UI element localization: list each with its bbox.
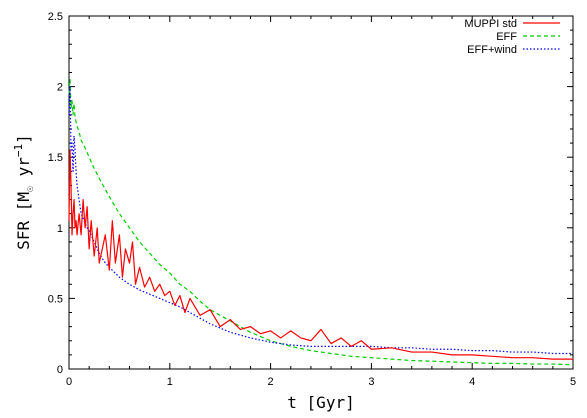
y-axis-label-sub: ☉ bbox=[25, 186, 36, 192]
x-tick-label: 1 bbox=[167, 376, 173, 388]
x-tick-label: 2 bbox=[268, 376, 274, 388]
x-tick-label: 0 bbox=[66, 376, 72, 388]
y-axis-label-main: SFR [M bbox=[14, 192, 33, 250]
x-tick-label: 4 bbox=[469, 376, 475, 388]
y-axis-label-tail: yr bbox=[14, 157, 33, 186]
series-line-eff-wind bbox=[68, 86, 573, 355]
x-tick-label: 5 bbox=[570, 376, 576, 388]
series-line-muppi-std bbox=[68, 149, 573, 360]
legend-label-muppi-std: MUPPI std bbox=[464, 18, 517, 30]
y-tick-label: 2 bbox=[57, 82, 63, 94]
legend: MUPPI std EFF EFF+wind bbox=[464, 18, 560, 56]
series-group bbox=[68, 78, 574, 366]
tick-group: 0 1 2 3 4 5 0 0.5 1 1.5 2 2.5 bbox=[48, 11, 576, 388]
plot-frame bbox=[68, 15, 574, 370]
y-tick-label: 1 bbox=[57, 223, 63, 235]
series-line-eff bbox=[68, 78, 574, 366]
legend-label-eff-wind: EFF+wind bbox=[467, 44, 517, 56]
y-tick-label: 0 bbox=[57, 364, 63, 376]
y-axis-label-close: ] bbox=[14, 134, 33, 144]
y-tick-label: 2.5 bbox=[48, 11, 63, 23]
x-axis-label: t [Gyr] bbox=[287, 393, 354, 412]
x-tick-label: 3 bbox=[368, 376, 374, 388]
y-axis-label: SFR [M☉ yr−1] bbox=[12, 134, 36, 250]
y-tick-label: 1.5 bbox=[48, 152, 63, 164]
legend-label-eff: EFF bbox=[496, 31, 517, 43]
y-axis-label-sup: −1 bbox=[12, 144, 25, 157]
y-tick-label: 0.5 bbox=[48, 293, 63, 305]
